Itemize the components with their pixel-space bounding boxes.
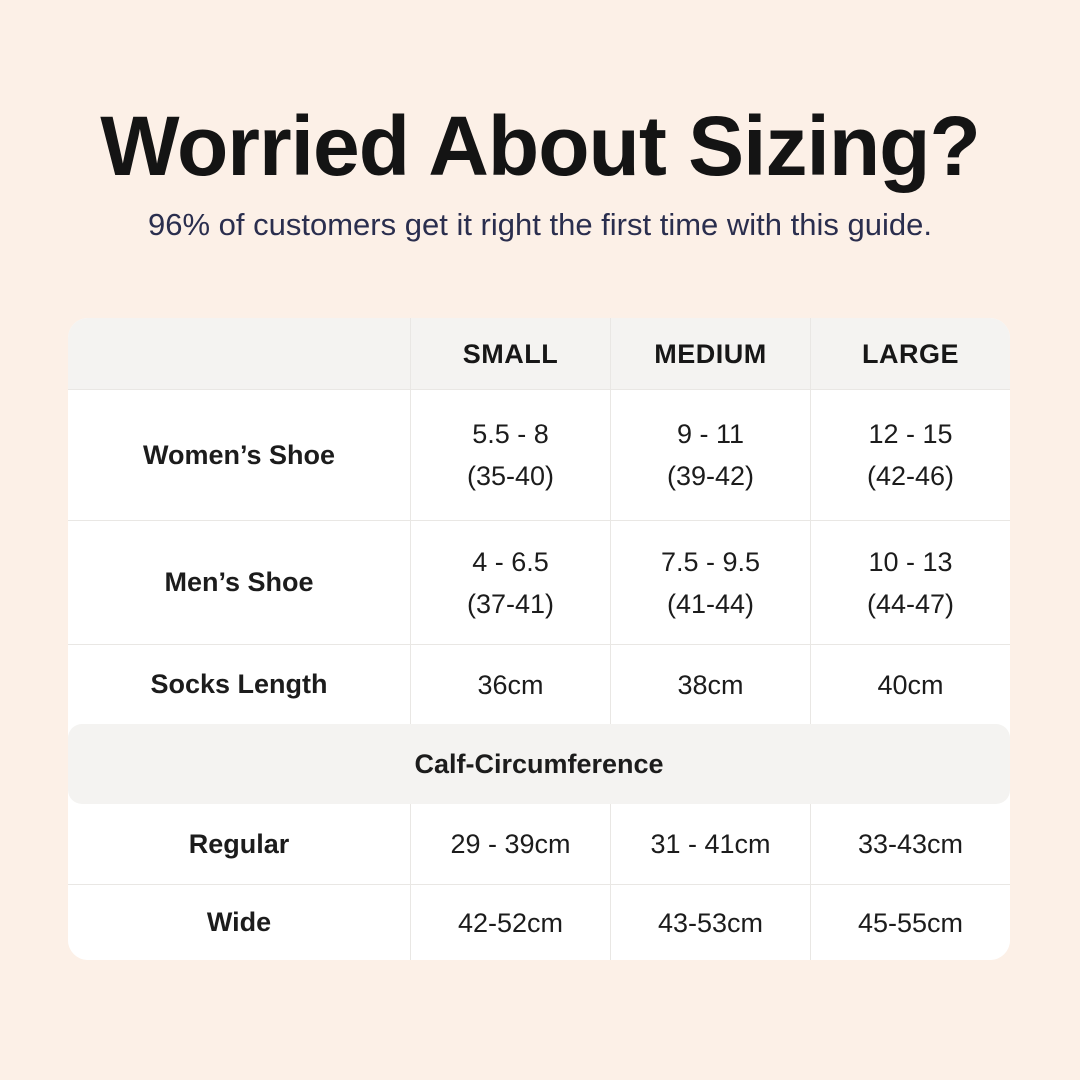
cell-mens-large: 10 - 13 (44-47) <box>810 521 1010 644</box>
row-label-mens-shoe: Men’s Shoe <box>164 567 314 597</box>
cell-socks-large: 40cm <box>810 645 1010 724</box>
cell-regular-large: 33-43cm <box>810 804 1010 884</box>
cell-mens-medium: 7.5 - 9.5 (41-44) <box>610 521 810 644</box>
cell-value-line1: 10 - 13 <box>868 546 953 577</box>
page-title: Worried About Sizing? <box>100 99 981 193</box>
cell-value-line1: 7.5 - 9.5 <box>660 546 761 577</box>
column-header-medium: MEDIUM <box>610 318 810 389</box>
cell-value-line1: 12 - 15 <box>868 419 953 449</box>
section-header-calf-circumference: Calf-Circumference <box>68 724 1010 804</box>
cell-mens-small: 4 - 6.5 (37-41) <box>410 521 610 644</box>
cell-value-line2: (35-40) <box>466 461 555 491</box>
row-label-regular: Regular <box>188 828 290 859</box>
cell-value-line1: 4 - 6.5 <box>472 546 549 577</box>
cell-value-line2: (41-44) <box>666 588 755 619</box>
table-header-row: SMALL MEDIUM LARGE <box>68 318 1010 390</box>
cell-womens-large: 12 - 15 (42-46) <box>810 390 1010 520</box>
cell-regular-medium: 31 - 41cm <box>610 804 810 884</box>
cell-socks-medium: 38cm <box>610 645 810 724</box>
cell-womens-small: 5.5 - 8 (35-40) <box>410 390 610 520</box>
table-row-womens-shoe: Women’s Shoe 5.5 - 8 (35-40) 9 - 11 (39-… <box>68 390 1010 520</box>
cell-value-line2: (37-41) <box>466 588 555 619</box>
column-header-small: SMALL <box>410 318 610 389</box>
table-row-socks-length: Socks Length 36cm 38cm 40cm <box>68 644 1010 724</box>
cell-value-line1: 5.5 - 8 <box>472 419 549 449</box>
cell-womens-medium: 9 - 11 (39-42) <box>610 390 810 520</box>
cell-wide-small: 42-52cm <box>410 885 610 960</box>
cell-value-line2: (39-42) <box>666 461 755 491</box>
cell-value-line2: (44-47) <box>866 588 955 619</box>
row-label-socks-length: Socks Length <box>150 669 328 699</box>
row-label-womens-shoe: Women’s Shoe <box>142 439 336 470</box>
cell-wide-medium: 43-53cm <box>610 885 810 960</box>
cell-wide-large: 45-55cm <box>810 885 1010 960</box>
table-row-regular: Regular 29 - 39cm 31 - 41cm 33-43cm <box>68 804 1010 884</box>
table-row-wide: Wide 42-52cm 43-53cm 45-55cm <box>68 884 1010 960</box>
row-label-wide: Wide <box>206 907 272 937</box>
section-header-label: Calf-Circumference <box>414 748 664 779</box>
cell-value-line2: (42-46) <box>866 461 955 491</box>
header-empty-cell <box>68 318 410 389</box>
table-row-mens-shoe: Men’s Shoe 4 - 6.5 (37-41) 7.5 - 9.5 (41… <box>68 520 1010 644</box>
cell-socks-small: 36cm <box>410 645 610 724</box>
size-guide-table: SMALL MEDIUM LARGE Women’s Shoe 5.5 - 8 … <box>68 318 1010 960</box>
page-subtitle: 96% of customers get it right the first … <box>148 207 932 242</box>
column-header-large: LARGE <box>810 318 1010 389</box>
cell-value-line1: 9 - 11 <box>676 419 745 449</box>
cell-regular-small: 29 - 39cm <box>410 804 610 884</box>
